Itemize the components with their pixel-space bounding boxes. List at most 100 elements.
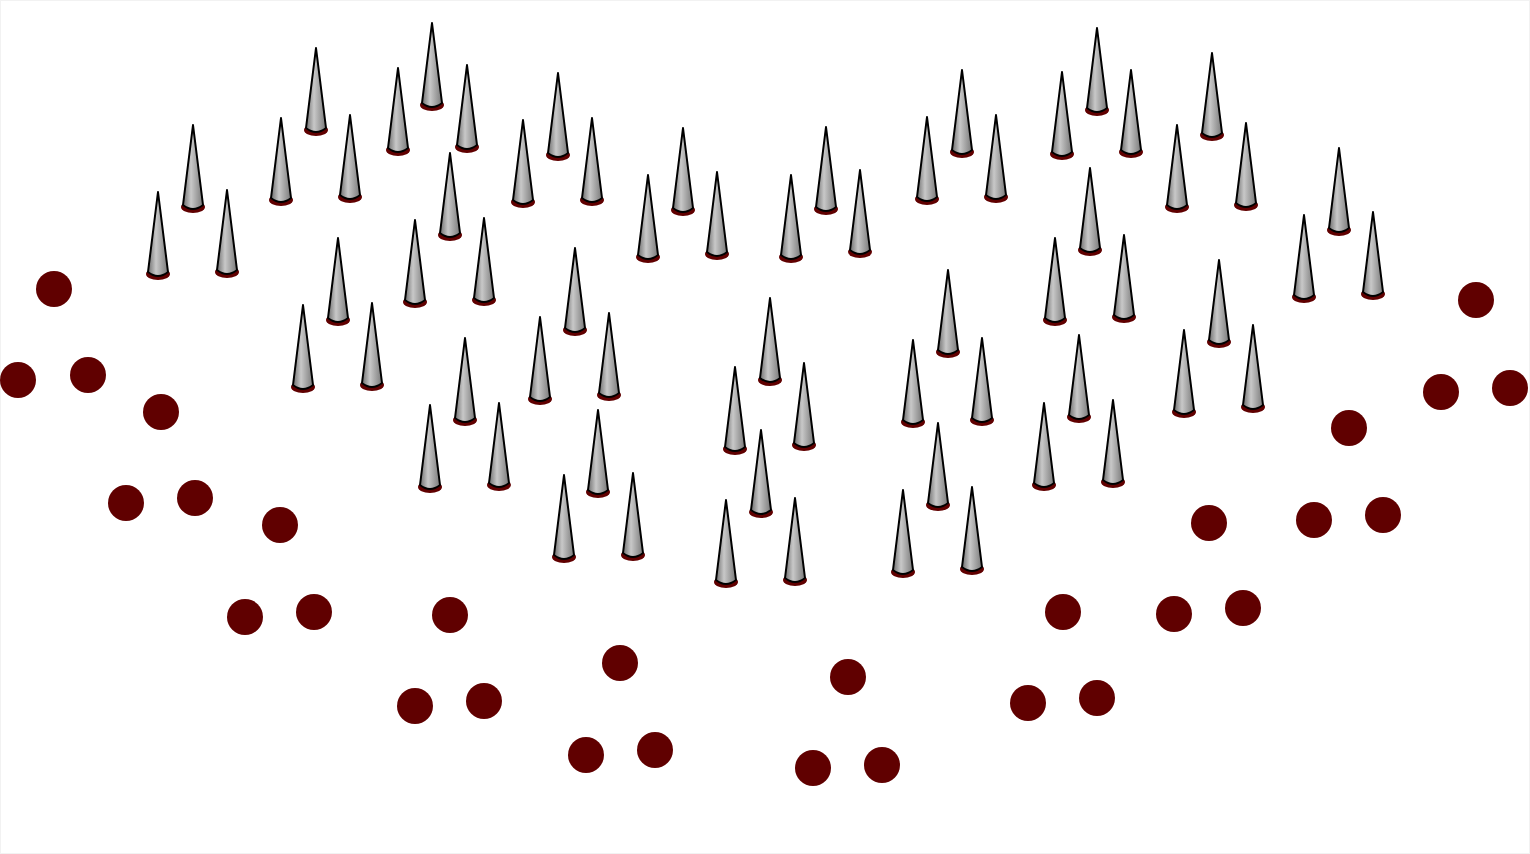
- cone-body: [455, 338, 475, 422]
- cone-body: [781, 175, 801, 259]
- cone: [438, 153, 462, 241]
- cone-body: [388, 68, 408, 152]
- cone: [511, 120, 535, 208]
- dot: [1225, 590, 1261, 626]
- dot: [1492, 370, 1528, 406]
- cone: [455, 65, 479, 153]
- cone: [950, 70, 974, 158]
- dot: [1365, 497, 1401, 533]
- dot: [830, 659, 866, 695]
- dot: [70, 357, 106, 393]
- cone-body: [952, 70, 972, 154]
- cone-body: [271, 118, 291, 202]
- cone: [779, 175, 803, 263]
- plot-area: [0, 23, 1528, 786]
- cone: [1050, 72, 1074, 160]
- cone-body: [1069, 335, 1089, 419]
- cone: [1112, 235, 1136, 323]
- dot: [177, 480, 213, 516]
- dot: [1079, 680, 1115, 716]
- cone: [1327, 148, 1351, 236]
- cone-body: [638, 175, 658, 259]
- cone-body: [554, 475, 574, 559]
- cone-body: [850, 170, 870, 254]
- cone-body: [328, 238, 348, 322]
- chart: [0, 0, 1530, 854]
- dot: [795, 750, 831, 786]
- cone: [705, 172, 729, 260]
- cone-body: [716, 500, 736, 584]
- cone-body: [962, 487, 982, 571]
- cone-body: [1363, 212, 1383, 296]
- cone-body: [513, 120, 533, 204]
- dot: [143, 394, 179, 430]
- cone: [1234, 123, 1258, 211]
- dot: [1191, 505, 1227, 541]
- dot: [0, 362, 36, 398]
- cone: [418, 405, 442, 493]
- cone-body: [1209, 260, 1229, 344]
- cone: [1032, 403, 1056, 491]
- cone-body: [1202, 53, 1222, 137]
- cone-body: [588, 410, 608, 494]
- cone: [563, 248, 587, 336]
- cone: [814, 127, 838, 215]
- cone-body: [785, 498, 805, 582]
- cone: [487, 403, 511, 491]
- series-cone: [146, 23, 1385, 588]
- cone-body: [362, 303, 382, 387]
- cone: [1043, 238, 1067, 326]
- cone-body: [217, 190, 237, 274]
- cone: [636, 175, 660, 263]
- dot: [108, 485, 144, 521]
- cone: [1085, 28, 1109, 116]
- dot: [1010, 685, 1046, 721]
- cone: [749, 430, 773, 518]
- cone: [1165, 125, 1189, 213]
- cone-body: [457, 65, 477, 149]
- cone-body: [903, 340, 923, 424]
- cone-body: [422, 23, 442, 107]
- cone: [671, 128, 695, 216]
- cone: [403, 220, 427, 308]
- cone: [586, 410, 610, 498]
- dot: [432, 597, 468, 633]
- dot: [1423, 374, 1459, 410]
- cone-body: [1087, 28, 1107, 112]
- cone-body: [582, 118, 602, 202]
- cone: [360, 303, 384, 391]
- cone-body: [405, 220, 425, 304]
- dot: [466, 683, 502, 719]
- series-dot: [0, 271, 1528, 786]
- cone: [714, 500, 738, 588]
- cone-body: [986, 115, 1006, 199]
- cone-body: [928, 423, 948, 507]
- cone: [758, 298, 782, 386]
- plot-frame: [1, 1, 1530, 854]
- cone: [915, 117, 939, 205]
- cone: [1292, 215, 1316, 303]
- cone: [901, 340, 925, 428]
- cone-body: [725, 367, 745, 451]
- cone-body: [816, 127, 836, 211]
- cone-body: [306, 48, 326, 132]
- cone-body: [794, 363, 814, 447]
- cone-body: [148, 192, 168, 276]
- cone: [1067, 335, 1091, 423]
- cone: [970, 338, 994, 426]
- cone: [528, 317, 552, 405]
- dot: [262, 507, 298, 543]
- cone: [453, 338, 477, 426]
- cone: [552, 475, 576, 563]
- cone: [386, 68, 410, 156]
- cone: [291, 305, 315, 393]
- cone-body: [1174, 330, 1194, 414]
- cone: [472, 218, 496, 306]
- cone-body: [938, 270, 958, 354]
- cone-body: [1034, 403, 1054, 487]
- cone: [848, 170, 872, 258]
- cone-body: [1167, 125, 1187, 209]
- cone: [926, 423, 950, 511]
- dot: [1458, 282, 1494, 318]
- cone-body: [1236, 123, 1256, 207]
